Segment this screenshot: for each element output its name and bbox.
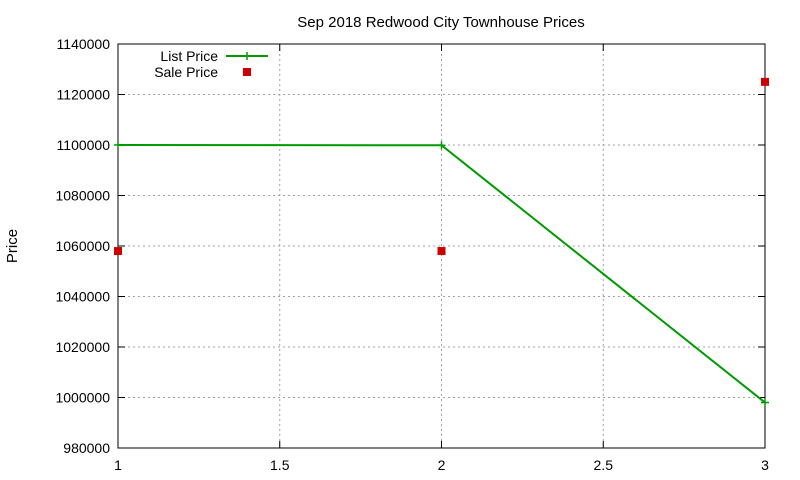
sale-price-point: [761, 77, 769, 86]
sale-price-point: [437, 247, 446, 256]
axis-ticks: 980000 1000000 1020000 1040000 1060000 108000…: [55, 36, 769, 473]
x-tick-label: 1: [114, 457, 122, 473]
y-tick-label: 1100000: [57, 137, 111, 153]
list-price-point: [761, 398, 769, 407]
list-price-point: [437, 141, 446, 150]
sale-price-point: [114, 247, 122, 256]
x-tick-label: 1.5: [270, 457, 290, 473]
x-tick-label: 2: [438, 457, 446, 473]
y-tick-label: 1080000: [55, 188, 110, 204]
grid: [118, 44, 765, 448]
y-tick-label: 1120000: [57, 87, 111, 103]
chart-title: Sep 2018 Redwood City Townhouse Prices: [297, 14, 584, 31]
list-price-point: [114, 141, 122, 149]
y-tick-label: 980000: [63, 440, 110, 456]
x-tick-label: 2.5: [594, 457, 614, 473]
y-tick-label: 1000000: [55, 390, 110, 406]
x-tick-label: 3: [761, 457, 769, 473]
series-layer: [114, 77, 769, 407]
legend-label: List Price: [160, 48, 218, 64]
legend-swatch-marker: [243, 52, 251, 60]
legend-swatch-marker: [243, 68, 251, 76]
legend-label: Sale Price: [154, 64, 218, 80]
y-tick-label: 1060000: [55, 238, 110, 254]
y-axis-label: Price: [4, 229, 21, 263]
y-tick-label: 1040000: [55, 289, 110, 305]
y-tick-label: 1140000: [57, 36, 111, 52]
y-tick-label: 1020000: [55, 339, 110, 355]
